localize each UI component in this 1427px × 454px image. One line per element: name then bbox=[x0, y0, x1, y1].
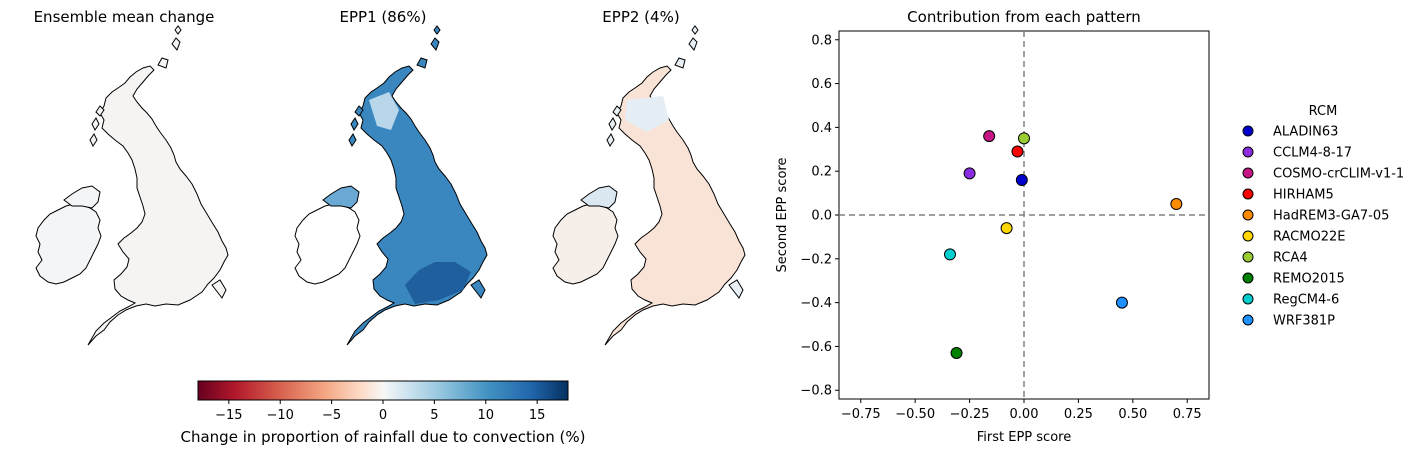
y-axis-ticks: 0.8 0.6 0.4 0.2 0.0 −0.2 −0.4 −0.6 −0.8 bbox=[800, 33, 839, 399]
legend-marker bbox=[1242, 230, 1254, 242]
legend-label: HadREM3-GA7-05 bbox=[1273, 209, 1389, 224]
colorbar: −15 −10 −5 0 5 10 15 Change in proportion of r… bbox=[181, 380, 586, 446]
y-tick-label: −0.6 bbox=[800, 340, 832, 355]
x-tick-label: 0.75 bbox=[1173, 407, 1202, 422]
data-point-racmo22e bbox=[1000, 222, 1013, 235]
y-tick-label: −0.2 bbox=[800, 252, 832, 267]
legend-marker bbox=[1242, 188, 1254, 200]
legend-label: HIRHAM5 bbox=[1273, 188, 1334, 203]
data-points bbox=[944, 130, 1183, 359]
legend-marker bbox=[1242, 146, 1254, 158]
legend-marker bbox=[1242, 272, 1254, 284]
y-tick-label: 0.0 bbox=[811, 209, 832, 224]
legend-label: RCA4 bbox=[1273, 251, 1308, 266]
uk-map-mean bbox=[35, 25, 229, 346]
legend-title: RCM bbox=[1309, 104, 1338, 119]
colorbar-ticks: −15 −10 −5 0 5 10 15 bbox=[215, 400, 545, 423]
x-axis-label: First EPP score bbox=[977, 430, 1071, 445]
data-point-rca4 bbox=[1018, 132, 1030, 145]
colorbar-tick-label: 0 bbox=[379, 408, 387, 423]
x-axis-ticks: −0.75 −0.50 −0.25 0.00 0.25 0.50 0.75 bbox=[841, 399, 1202, 422]
y-tick-label: −0.8 bbox=[800, 384, 832, 399]
y-axis-label: Second EPP score bbox=[775, 158, 790, 273]
x-tick-label: 0.00 bbox=[1010, 407, 1039, 422]
colorbar-tick-label: −5 bbox=[322, 408, 341, 423]
x-tick-label: −0.50 bbox=[895, 407, 935, 422]
legend-label: COSMO-crCLIM-v1-1 bbox=[1273, 167, 1404, 182]
map-panel-mean: Ensemble mean change bbox=[34, 8, 229, 346]
colorbar-tick-label: −10 bbox=[267, 408, 294, 423]
x-tick-label: −0.75 bbox=[841, 407, 881, 422]
y-tick-label: 0.2 bbox=[811, 165, 832, 180]
legend-marker bbox=[1242, 167, 1254, 179]
legend-label: WRF381P bbox=[1273, 314, 1335, 329]
north-weak-blue bbox=[625, 96, 669, 132]
highlands-weak-signal bbox=[369, 92, 399, 130]
data-point-hadrem3-ga7-05 bbox=[1170, 198, 1183, 211]
colorbar-tick-label: 10 bbox=[478, 408, 495, 423]
legend-label: RACMO22E bbox=[1273, 230, 1345, 245]
y-tick-label: 0.8 bbox=[811, 33, 832, 48]
legend: RCM ALADIN63 CCLM4-8-17 COSMO-crCLIM-v1-1 H… bbox=[1242, 104, 1404, 329]
data-point-remo2015 bbox=[950, 347, 963, 359]
legend-marker bbox=[1242, 125, 1254, 137]
uk-map-epp1 bbox=[294, 25, 488, 346]
legend-marker bbox=[1242, 293, 1254, 305]
scatter-chart: Contribution from each pattern −0.75 −0.5… bbox=[775, 8, 1210, 445]
legend-label: ALADIN63 bbox=[1273, 125, 1338, 140]
colorbar-label: Change in proportion of rainfall due to … bbox=[181, 428, 586, 446]
data-point-aladin63 bbox=[1015, 173, 1028, 186]
x-tick-label: 0.50 bbox=[1118, 407, 1147, 422]
data-point-regcm4-6 bbox=[944, 248, 956, 261]
map-title-epp1: EPP1 (86%) bbox=[340, 8, 427, 26]
legend-label: CCLM4-8-17 bbox=[1273, 146, 1352, 161]
legend-marker bbox=[1242, 209, 1254, 221]
map-title-epp2: EPP2 (4%) bbox=[602, 8, 679, 26]
x-tick-label: 0.25 bbox=[1064, 407, 1093, 422]
map-panel-epp1: EPP1 (86%) bbox=[294, 8, 488, 346]
map-title-mean: Ensemble mean change bbox=[34, 8, 215, 26]
uk-map-epp2 bbox=[552, 25, 746, 346]
data-point-wrf381p bbox=[1115, 296, 1128, 309]
data-point-hirham5 bbox=[1011, 145, 1024, 158]
south-england-strong-signal bbox=[405, 262, 471, 304]
chart-title: Contribution from each pattern bbox=[907, 8, 1141, 26]
colorbar-tick-label: 5 bbox=[430, 408, 438, 423]
data-point-cclm4-8-17 bbox=[963, 167, 976, 180]
data-point-cosmo-crclim-v1-1 bbox=[983, 130, 996, 143]
colorbar-tick-label: −15 bbox=[215, 408, 242, 423]
x-tick-label: −0.25 bbox=[950, 407, 990, 422]
y-tick-label: 0.6 bbox=[811, 77, 832, 92]
y-tick-label: 0.4 bbox=[811, 121, 832, 136]
map-panel-epp2: EPP2 (4%) bbox=[552, 8, 746, 346]
reference-lines bbox=[839, 31, 1209, 399]
y-tick-label: −0.4 bbox=[800, 296, 832, 311]
colorbar-gradient bbox=[197, 380, 569, 401]
legend-marker bbox=[1242, 251, 1254, 263]
legend-marker bbox=[1242, 314, 1254, 326]
legend-label: RegCM4-6 bbox=[1273, 293, 1339, 308]
colorbar-tick-label: 15 bbox=[529, 408, 546, 423]
legend-label: REMO2015 bbox=[1273, 272, 1345, 287]
